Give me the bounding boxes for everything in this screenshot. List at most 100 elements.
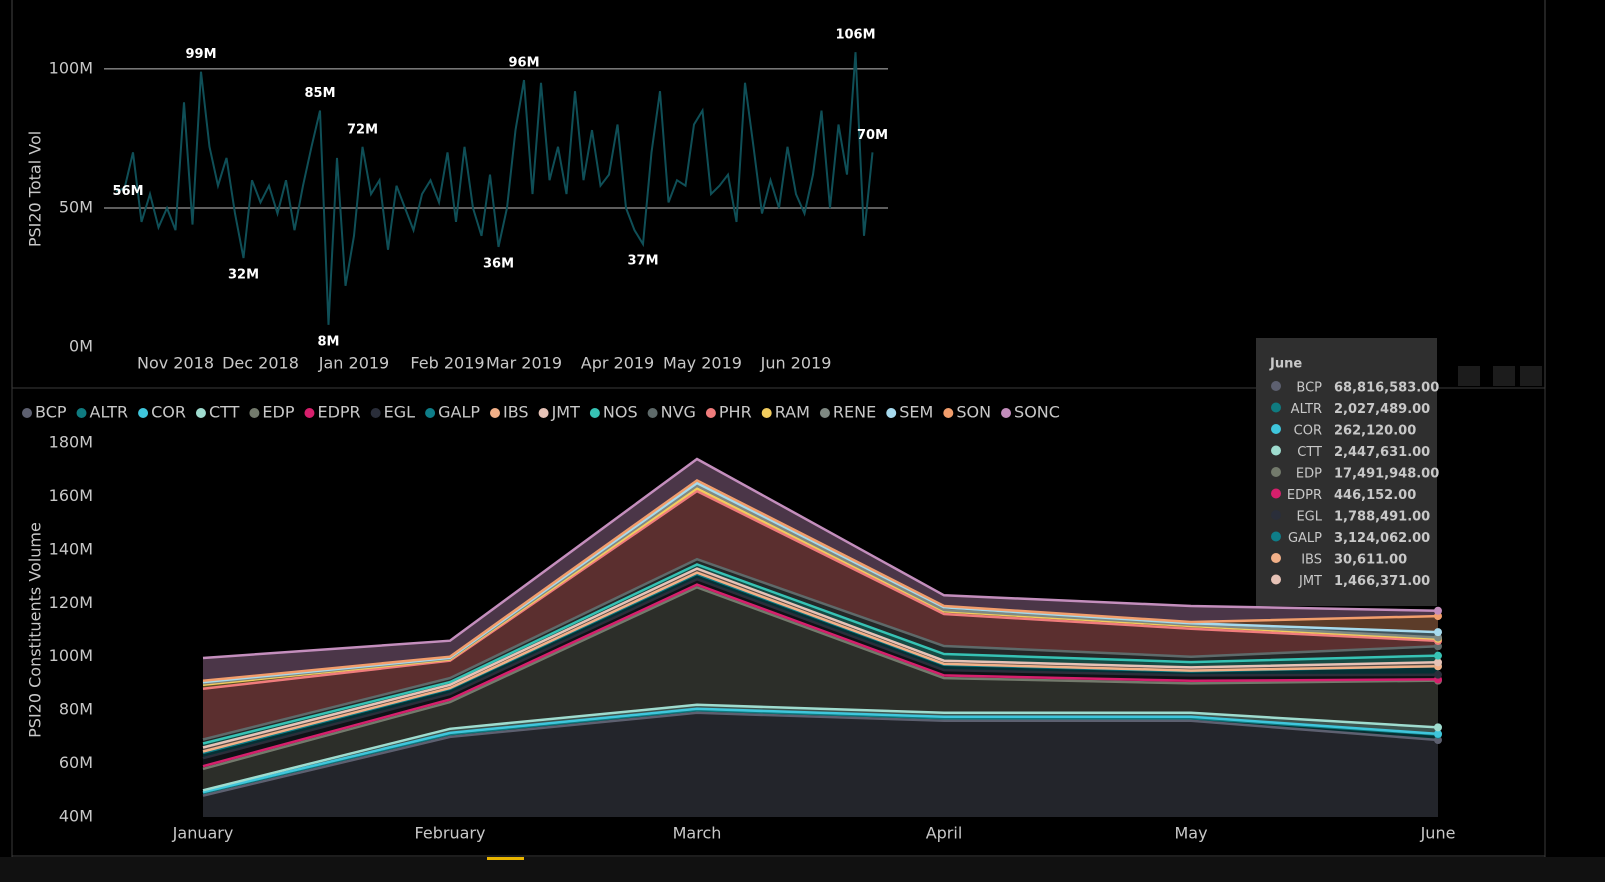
legend-label: IBS [503,403,529,422]
tooltip-name: BCP [1296,381,1322,396]
y-tick-label: 50M [59,197,93,216]
tooltip-marker [1271,424,1281,434]
x-tick-label: January [172,824,234,843]
point [1434,606,1442,615]
y-tick-label: 120M [49,593,93,612]
area [203,712,1438,817]
tooltip-name: EDPR [1287,488,1322,503]
legend-marker [490,408,500,418]
area-line [202,577,1439,760]
toolbar-button[interactable] [1458,366,1480,386]
tooltip-marker [1271,553,1281,563]
tooltip-title: June [1269,357,1302,372]
tooltip-marker [1271,445,1281,456]
y-tick-label: 100M [49,58,93,77]
legend-label: JMT [551,403,581,422]
legend-label: SON [956,403,991,422]
legend-label: EGL [384,403,416,422]
tooltip-value: 68,816,583.00 [1334,381,1439,396]
x-tick-label: Apr 2019 [581,354,654,373]
tooltip-name: ALTR [1291,402,1322,417]
tooltip-marker [1271,574,1281,585]
point [1434,651,1442,660]
x-tick-label: February [415,824,486,843]
legend-marker [1001,408,1012,418]
x-tick-label: April [926,824,963,843]
data-label: 8M [318,334,340,349]
legend-marker [647,408,658,418]
x-tick-label: Mar 2019 [486,354,562,373]
x-tick-label: May 2019 [663,354,742,373]
legend-marker [886,408,897,418]
tooltip-marker [1271,467,1281,477]
data-label: 106M [835,28,875,43]
legend-marker [138,408,149,418]
y-tick-label: 80M [59,700,93,719]
legend-label: EDP [262,403,294,422]
tooltip-name: GALP [1288,531,1322,546]
legend-marker [22,408,32,418]
legend-label: ALTR [90,403,129,422]
data-label: 32M [228,268,259,283]
tooltip-value: 262,120.00 [1334,424,1416,439]
y-tick-label: 100M [49,646,93,665]
legend-marker [76,408,87,418]
point [1434,658,1442,667]
area-line [202,703,1439,792]
area-line [202,567,1439,749]
tab-bar [0,857,1605,882]
point [1434,628,1442,637]
tooltip-value: 30,611.00 [1334,553,1407,568]
tooltip-marker [1271,488,1281,499]
legend-label: NVG [661,403,696,422]
tooltip-marker [1271,510,1281,520]
tooltip-value: 2,027,489.00 [1334,402,1430,417]
more-options-button[interactable] [1520,366,1542,386]
point [1434,729,1442,738]
legend-marker [761,408,772,418]
tooltip-box [1256,338,1437,606]
y-tick-label: 40M [59,807,93,826]
x-tick-label: Dec 2018 [222,354,299,373]
data-label: 56M [112,184,143,199]
focus-mode-button[interactable] [1493,366,1515,386]
legend-marker [538,408,549,418]
data-label: 99M [185,47,216,62]
legend-label: SEM [899,403,933,422]
tooltip-name: COR [1294,424,1322,439]
tooltip-name: IBS [1301,553,1322,568]
tooltip-name: EGL [1296,510,1322,525]
legend-marker [249,408,260,418]
area [203,587,1438,791]
area [203,459,1438,681]
tooltip-marker [1271,402,1281,413]
active-tab[interactable] [487,857,524,860]
data-label: 96M [508,56,539,71]
point [1434,723,1442,732]
plot-area [202,457,1439,817]
tooltip-name: JMT [1298,574,1322,589]
tooltip-value: 17,491,948.00 [1334,467,1439,482]
tooltip-name: CTT [1297,445,1322,460]
y-tick-label: 160M [49,486,93,505]
legend-label: EDPR [317,403,360,422]
y-tick-label: 180M [49,433,93,452]
legend-marker [819,408,830,418]
tooltip-value: 1,466,371.00 [1334,574,1430,589]
y-axis-title: PSI20 Total Vol [26,131,45,247]
tooltip-value: 446,152.00 [1334,488,1416,503]
data-label: 72M [347,122,378,137]
legend-marker [589,408,600,418]
data-label: 70M [857,128,888,143]
visual-border [11,387,1546,857]
x-tick-label: Feb 2019 [410,354,484,373]
legend-label: COR [151,403,186,422]
legend-label: RENE [833,403,876,422]
x-tick-label: May [1174,824,1207,843]
legend-label: PHR [719,403,752,422]
area-line [202,557,1439,741]
area-line [202,457,1439,660]
y-tick-label: 140M [49,539,93,558]
legend-marker [943,408,954,418]
